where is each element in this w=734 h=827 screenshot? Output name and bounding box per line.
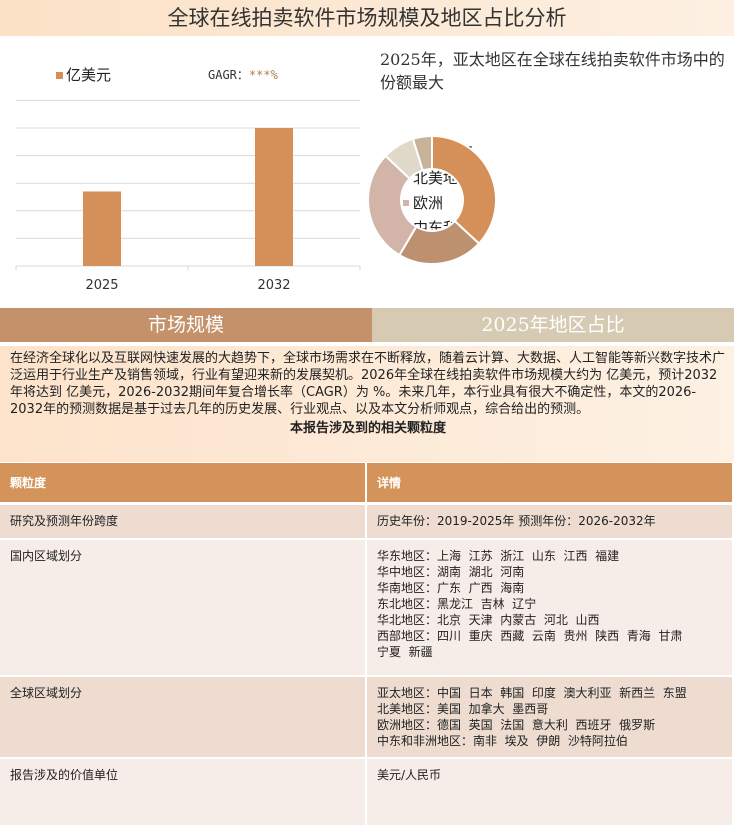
bar-2025: [83, 191, 121, 266]
legend-swatch: [403, 225, 409, 231]
row-key: 研究及预测年份跨度: [0, 503, 367, 540]
table-header-row: 颗粒度 详情: [0, 463, 734, 505]
detail-line: 北美地区：美国 加拿大 墨西哥: [377, 702, 549, 716]
x-tick-label: 2025: [85, 278, 118, 293]
detail-line: 欧洲地区：德国 英国 法国 意大利 西班牙 俄罗斯: [377, 718, 656, 732]
pie-legend-item: 亚太地区: [403, 138, 483, 163]
detail-line: 华东地区：上海 江苏 浙江 山东 江西 福建: [377, 549, 620, 563]
detail-line: 华北地区：北京 天津 内蒙古 河北 山西: [377, 613, 600, 627]
cagr-text: GAGR：: [208, 68, 249, 82]
pie-legend-item: 欧洲: [403, 188, 483, 213]
detail-line: 东北地区：黑龙江 吉林 辽宁: [377, 597, 537, 611]
detail-line: 西部地区：四川 重庆 西藏 云南 贵州 陕西 青海 甘肃: [377, 629, 683, 643]
detail-line: 亚太地区：中国 日本 韩国 印度 澳大利亚 新西兰 东盟: [377, 686, 687, 700]
detail-line: 美元/人民币: [377, 768, 442, 782]
page-title: 全球在线拍卖软件市场规模及地区占比分析: [0, 0, 734, 36]
row-key: 全球区域划分: [0, 676, 367, 759]
pie-legend-item: 北美地区: [403, 163, 483, 188]
row-key: 国内区域划分: [0, 539, 367, 677]
pie-legend-label: 欧洲: [413, 194, 444, 212]
pie-legend-item: 中东和非洲: [403, 213, 483, 258]
legend-label: 亿美元: [66, 66, 112, 84]
table-row: 报告涉及的价值单位 美元/人民币: [0, 758, 734, 827]
detail-line: 宁夏 新疆: [377, 645, 433, 659]
row-details: 美元/人民币: [366, 758, 734, 827]
header-details: 详情: [366, 463, 734, 505]
header-granularity: 颗粒度: [0, 463, 367, 505]
table-heading: 本报告涉及到的相关颗粒度: [289, 421, 446, 436]
x-tick-label: 2032: [257, 278, 290, 293]
pie-legend-label: 亚太地区: [413, 144, 474, 162]
pie-legend-label: 中东和非洲: [413, 219, 474, 257]
row-details: 历史年份：2019-2025年 预测年份：2026-2032年: [366, 503, 734, 540]
intro-block: 在经济全球化以及互联网快速发展的大趋势下，全球市场需求在不断释放，随着云计算、大…: [0, 346, 734, 462]
legend-swatch: [403, 200, 409, 206]
cagr-label: GAGR：***%: [208, 66, 278, 83]
detail-line: 历史年份：2019-2025年 预测年份：2026-2032年: [377, 513, 656, 528]
detail-line: 华中地区：湖南 湖北 河南: [377, 565, 525, 579]
table-row: 研究及预测年份跨度 历史年份：2019-2025年 预测年份：2026-2032年: [0, 503, 734, 540]
pie-legend: 亚太地区北美地区欧洲中东和非洲: [403, 138, 483, 258]
table-row: 全球区域划分 亚太地区：中国 日本 韩国 印度 澳大利亚 新西兰 东盟 北美地区：美…: [0, 676, 734, 759]
detail-line: 中东和非洲地区：南非 埃及 伊朗 沙特阿拉伯: [377, 734, 628, 748]
pie-legend-label: 北美地区: [413, 169, 474, 187]
cagr-value: ***%: [248, 68, 278, 82]
bar-chart: 2025 2032: [15, 99, 361, 293]
legend-swatch: [403, 150, 409, 156]
row-key: 报告涉及的价值单位: [0, 758, 367, 827]
bar-legend: 亿美元: [56, 64, 111, 85]
legend-swatch: [56, 72, 63, 79]
table-row: 国内区域划分 华东地区：上海 江苏 浙江 山东 江西 福建 华中地区：湖南 湖北 河…: [0, 539, 734, 677]
pie-title: 2025年，亚太地区在全球在线拍卖软件市场中的份额最大: [380, 50, 725, 92]
legend-swatch: [403, 175, 409, 181]
section-region-share: 2025年地区占比: [372, 308, 734, 342]
section-market-size: 市场规模: [0, 308, 372, 342]
granularity-table: 颗粒度 详情 研究及预测年份跨度 历史年份：2019-2025年 预测年份：202…: [0, 463, 734, 827]
bar-2032: [255, 128, 293, 266]
intro-text: 在经济全球化以及互联网快速发展的大趋势下，全球市场需求在不断释放，随着云计算、大…: [10, 351, 726, 417]
row-details: 华东地区：上海 江苏 浙江 山东 江西 福建 华中地区：湖南 湖北 河南 华南地区：…: [366, 539, 734, 677]
detail-line: 华南地区：广东 广西 海南: [377, 581, 525, 595]
row-details: 亚太地区：中国 日本 韩国 印度 澳大利亚 新西兰 东盟 北美地区：美国 加拿大 …: [366, 676, 734, 759]
